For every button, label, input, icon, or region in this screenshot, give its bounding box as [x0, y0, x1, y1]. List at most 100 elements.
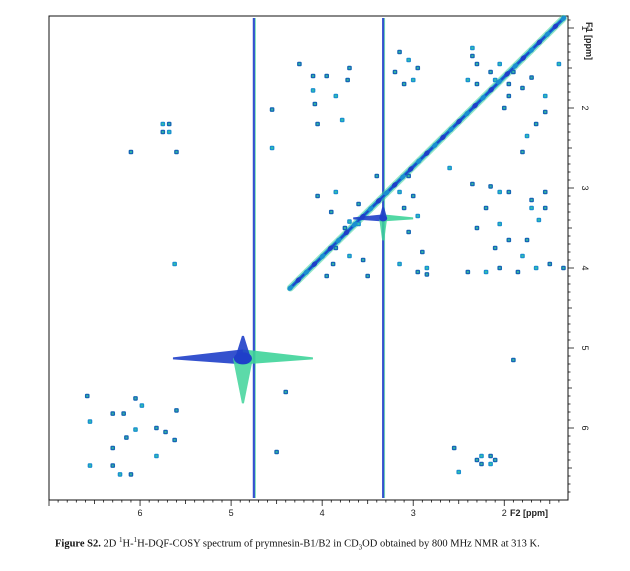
- cross-peak-center: [480, 463, 483, 465]
- cross-peak-center: [403, 83, 406, 85]
- cross-peak-center: [129, 151, 132, 153]
- diagonal-blob: [552, 23, 559, 30]
- cross-peak-center: [334, 95, 337, 97]
- cross-peak-center: [348, 220, 351, 223]
- cross-peak-center: [357, 223, 360, 225]
- cross-peak-center: [122, 412, 125, 415]
- cross-peak-center: [168, 123, 171, 125]
- diagonal-blob: [319, 253, 326, 260]
- strong-peak-up-1: [379, 207, 388, 219]
- cross-peak-center: [313, 103, 316, 105]
- plot-frame: [48, 15, 569, 501]
- diagonal-blob: [303, 269, 310, 275]
- x-tick-label: 3: [411, 508, 416, 518]
- diagonal-blob: [399, 174, 406, 180]
- cross-peak-center: [357, 203, 360, 205]
- cross-peak-center: [407, 175, 410, 177]
- cross-peak-center: [421, 251, 424, 253]
- cross-peak-center: [485, 271, 488, 273]
- y-tick-label: 2: [580, 105, 590, 110]
- strong-peak-down-1: [379, 218, 388, 241]
- caption-text-4: OD obtained by 800 MHz NMR at 313 K.: [362, 538, 540, 550]
- diagonal-blob: [407, 166, 414, 172]
- strong-peak-left-1: [353, 214, 384, 222]
- diagonal-blob: [464, 110, 470, 117]
- y-tick-label: 5: [580, 345, 590, 350]
- cross-peak-center: [535, 267, 538, 269]
- cross-peak-center: [161, 131, 164, 133]
- cross-peak-center: [498, 63, 501, 65]
- cross-peak-center: [398, 51, 401, 53]
- cross-peak-center: [530, 76, 533, 79]
- cross-peak-center: [475, 83, 478, 85]
- cross-peak-center: [332, 263, 335, 265]
- caption-text-1: 2D: [100, 538, 119, 550]
- cross-peak-center: [312, 89, 315, 92]
- diagonal-ridge: [286, 14, 567, 292]
- diagonal-blob: [448, 126, 454, 133]
- cross-peak-center: [535, 123, 538, 125]
- diagonal-blob: [295, 277, 302, 283]
- cross-peak-center: [346, 79, 349, 81]
- x-tick-label: 2: [502, 508, 507, 518]
- cross-peak-center: [161, 123, 164, 125]
- cross-peak-center: [544, 95, 547, 97]
- diagonal-blob: [375, 197, 382, 204]
- cross-peaks: [84, 45, 566, 477]
- cross-peak-center: [537, 219, 540, 221]
- x-axis: 6 5 4 3 2: [48, 500, 560, 518]
- cross-peak-center: [507, 95, 510, 97]
- x-tick-label: 4: [320, 508, 325, 518]
- diagonal-blob: [528, 47, 535, 53]
- cross-peak-center: [512, 71, 515, 73]
- cross-peak-center: [164, 431, 167, 433]
- caption-text-3: H-DQF-COSY spectrum of prymnesin-B1/B2 i…: [137, 538, 359, 550]
- diagonal-blob: [335, 237, 342, 244]
- cross-peak-center: [489, 185, 492, 188]
- strong-peak-up-0: [234, 335, 251, 359]
- cross-peak-center: [480, 455, 483, 457]
- diagonal-blob: [512, 63, 519, 69]
- cosy-spectrum-plot: 6 5 4 3 2 1 2 3 4 5 6 F2 [ppm] F1 [ppm]: [48, 14, 594, 518]
- cross-peak-center: [466, 271, 469, 273]
- cross-peak-center: [334, 191, 337, 193]
- diagonal-blob: [440, 134, 446, 141]
- cross-peak-center: [512, 359, 515, 361]
- cross-peak-center: [453, 447, 456, 449]
- cross-peak-center: [557, 63, 560, 65]
- cross-peak-center: [489, 71, 492, 73]
- diagonal-blob: [383, 190, 390, 196]
- cross-peak-center: [507, 83, 510, 85]
- cross-peak-center: [475, 227, 478, 229]
- cross-peak-center: [173, 263, 176, 265]
- cross-peak-center: [457, 471, 460, 473]
- cross-peak-center: [475, 63, 478, 65]
- cross-peak-center: [316, 195, 319, 197]
- diagonal-blob: [520, 55, 527, 61]
- cross-peak-center: [494, 459, 497, 461]
- cross-peak-center: [494, 247, 497, 249]
- diagonal-blob: [311, 261, 318, 268]
- strong-peak-left-0: [172, 349, 243, 365]
- diagonal-blob: [351, 221, 358, 228]
- diagonal-blob: [287, 285, 294, 291]
- caption-text-2: H-: [122, 538, 134, 550]
- cross-peak-center: [530, 199, 533, 201]
- strong-solvent-peaks: [172, 207, 414, 404]
- cross-peak-center: [168, 131, 171, 133]
- cross-peak-center: [119, 473, 122, 476]
- cross-peak-center: [271, 147, 274, 149]
- cross-peak-center: [475, 459, 478, 461]
- cross-peak-center: [416, 271, 419, 273]
- cross-peak-center: [471, 183, 474, 185]
- x-tick-label: 5: [229, 508, 234, 518]
- caption-sub-1: 3: [358, 543, 363, 552]
- cross-peak-center: [155, 455, 158, 457]
- y-tick-label: 4: [580, 265, 590, 270]
- cross-peak-center: [343, 227, 346, 229]
- cross-peak-center: [471, 47, 474, 49]
- diagonal-blob: [367, 205, 374, 212]
- cross-peak-center: [298, 63, 301, 65]
- cross-peak-center: [416, 215, 419, 217]
